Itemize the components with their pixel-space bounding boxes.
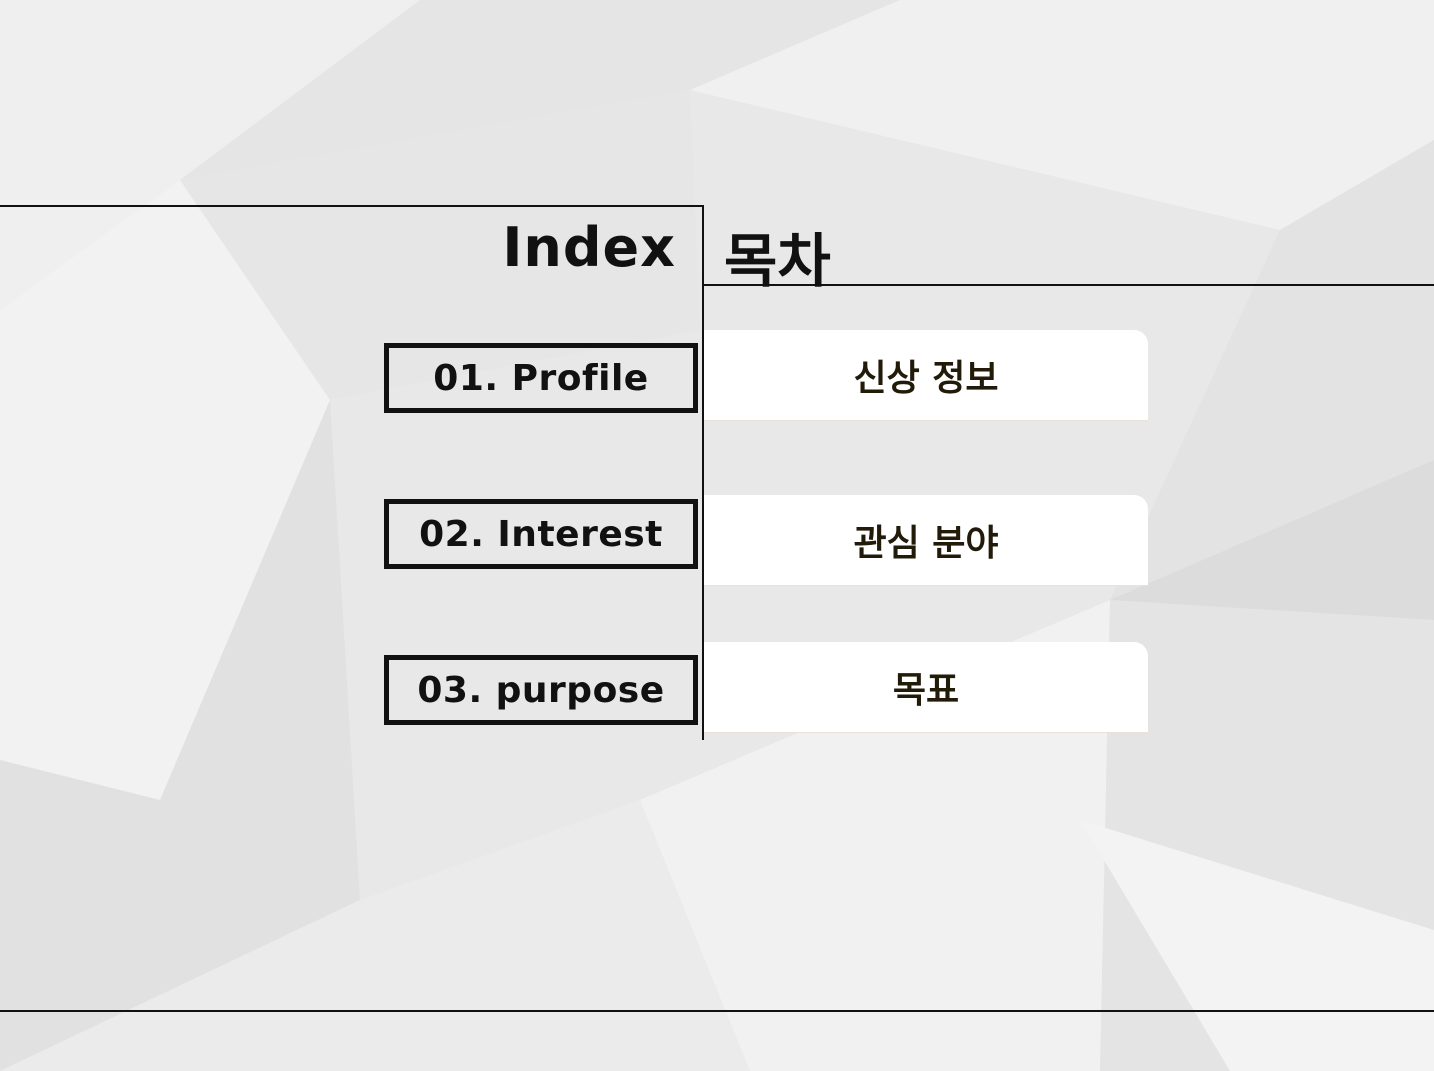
top-left-rule (0, 205, 704, 207)
title-index: Index (502, 216, 676, 279)
label-card-profile[interactable]: 신상 정보 (704, 330, 1148, 420)
top-right-rule (704, 284, 1434, 286)
bottom-rule (0, 1010, 1434, 1012)
title-mokcha: 목차 (724, 227, 831, 295)
label-card-interest[interactable]: 관심 분야 (704, 495, 1148, 585)
vertical-divider (702, 205, 704, 740)
index-item-purpose[interactable]: 03. purpose (384, 655, 698, 725)
index-item-profile[interactable]: 01. Profile (384, 343, 698, 413)
label-card-purpose[interactable]: 목표 (704, 642, 1148, 732)
index-item-interest[interactable]: 02. Interest (384, 499, 698, 569)
